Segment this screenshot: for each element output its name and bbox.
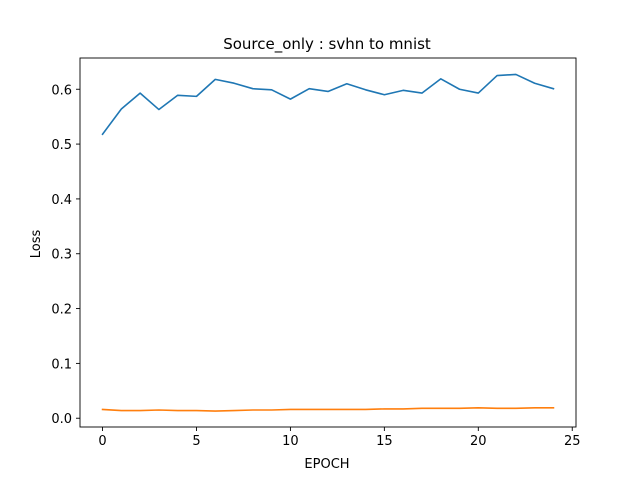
x-tick-label: 25 bbox=[564, 434, 581, 449]
x-tick-label: 10 bbox=[282, 434, 299, 449]
chart-title: Source_only : svhn to mnist bbox=[223, 35, 431, 54]
plot-area: 0 5 10 15 20 25 0.0 0.1 0.2 0.3 0.4 0.5 0.6 bbox=[51, 57, 581, 449]
x-tick-label: 5 bbox=[192, 434, 200, 449]
axes-frame bbox=[79, 57, 577, 428]
y-tick-label: 0.1 bbox=[51, 357, 72, 372]
y-tick-label: 0.0 bbox=[51, 412, 72, 427]
y-tick-label: 0.3 bbox=[51, 248, 72, 263]
x-tick-label: 0 bbox=[98, 434, 106, 449]
y-axis-label: Loss bbox=[29, 230, 44, 259]
y-tick-label: 0.5 bbox=[51, 138, 72, 153]
x-tick-label: 20 bbox=[470, 434, 487, 449]
y-tick-label: 0.2 bbox=[51, 303, 72, 318]
y-tick-label: 0.4 bbox=[51, 193, 72, 208]
x-axis-label: EPOCH bbox=[304, 457, 349, 472]
series-line-1 bbox=[101, 73, 555, 136]
x-tick-label: 15 bbox=[376, 434, 393, 449]
series-line-2 bbox=[101, 407, 555, 412]
y-tick-label: 0.6 bbox=[51, 83, 72, 98]
